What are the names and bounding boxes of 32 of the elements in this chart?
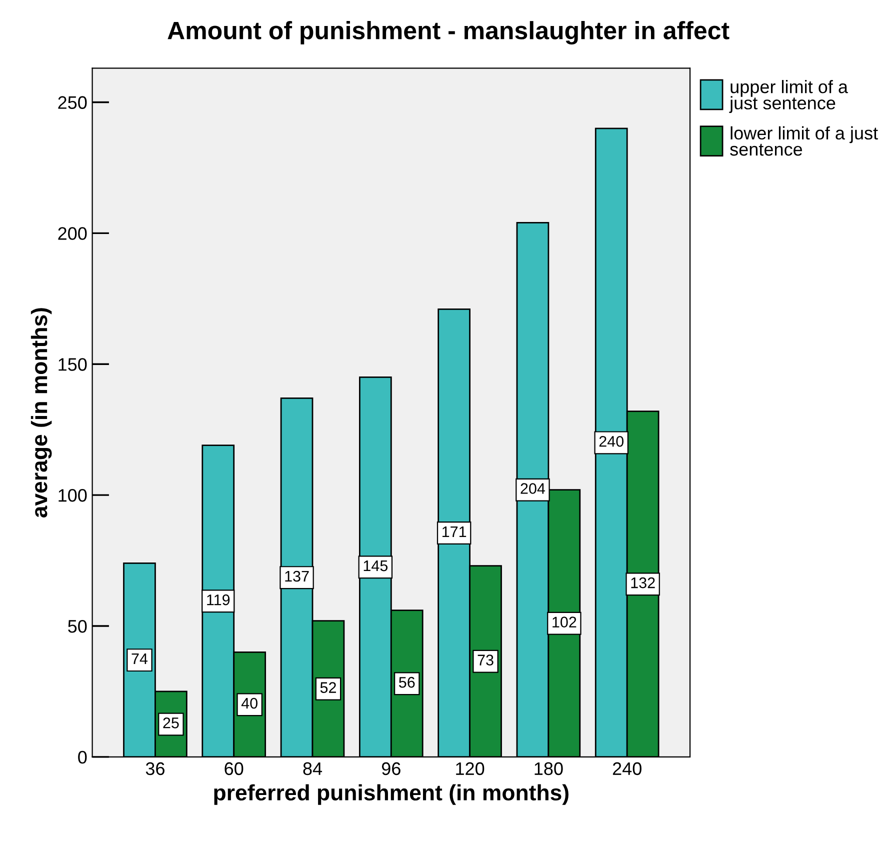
y-tick-label: 250	[58, 96, 87, 109]
legend-label: lower limit of a just sentence	[730, 126, 878, 156]
data-label: 145	[364, 560, 388, 572]
x-tick-label: 96	[382, 762, 400, 776]
x-tick-label: 180	[534, 762, 563, 776]
x-tick-label: 240	[612, 762, 642, 776]
legend-label: upper limit of a just sentence	[729, 80, 848, 113]
y-tick-label: 100	[58, 489, 87, 502]
y-axis-title: average (in months)	[30, 308, 52, 518]
data-label: 137	[285, 570, 309, 582]
x-tick-label: 36	[146, 762, 164, 776]
chart-title: Amount of punishment - manslaughter in affect	[168, 21, 730, 44]
data-label: 102	[552, 616, 576, 628]
data-label: 171	[442, 526, 466, 537]
data-label: 240	[599, 436, 624, 447]
y-tick-label: 50	[68, 620, 87, 633]
y-tick-label: 0	[78, 750, 87, 764]
x-axis-title: preferred punishment (in months)	[214, 784, 568, 805]
data-label: 119	[207, 594, 230, 606]
data-label: 73	[478, 654, 494, 666]
data-label: 52	[320, 682, 336, 693]
x-tick-label: 120	[456, 762, 484, 776]
y-tick-label: 200	[58, 227, 87, 240]
data-label: 204	[520, 483, 546, 494]
x-tick-label: 60	[224, 762, 244, 776]
y-tick-label: 150	[58, 358, 87, 371]
data-label: 25	[163, 718, 179, 728]
data-label: 40	[241, 698, 258, 709]
x-tick-label: 84	[303, 762, 322, 776]
data-label: 74	[132, 654, 148, 664]
data-label: 56	[399, 676, 415, 688]
data-label: 132	[631, 577, 655, 588]
